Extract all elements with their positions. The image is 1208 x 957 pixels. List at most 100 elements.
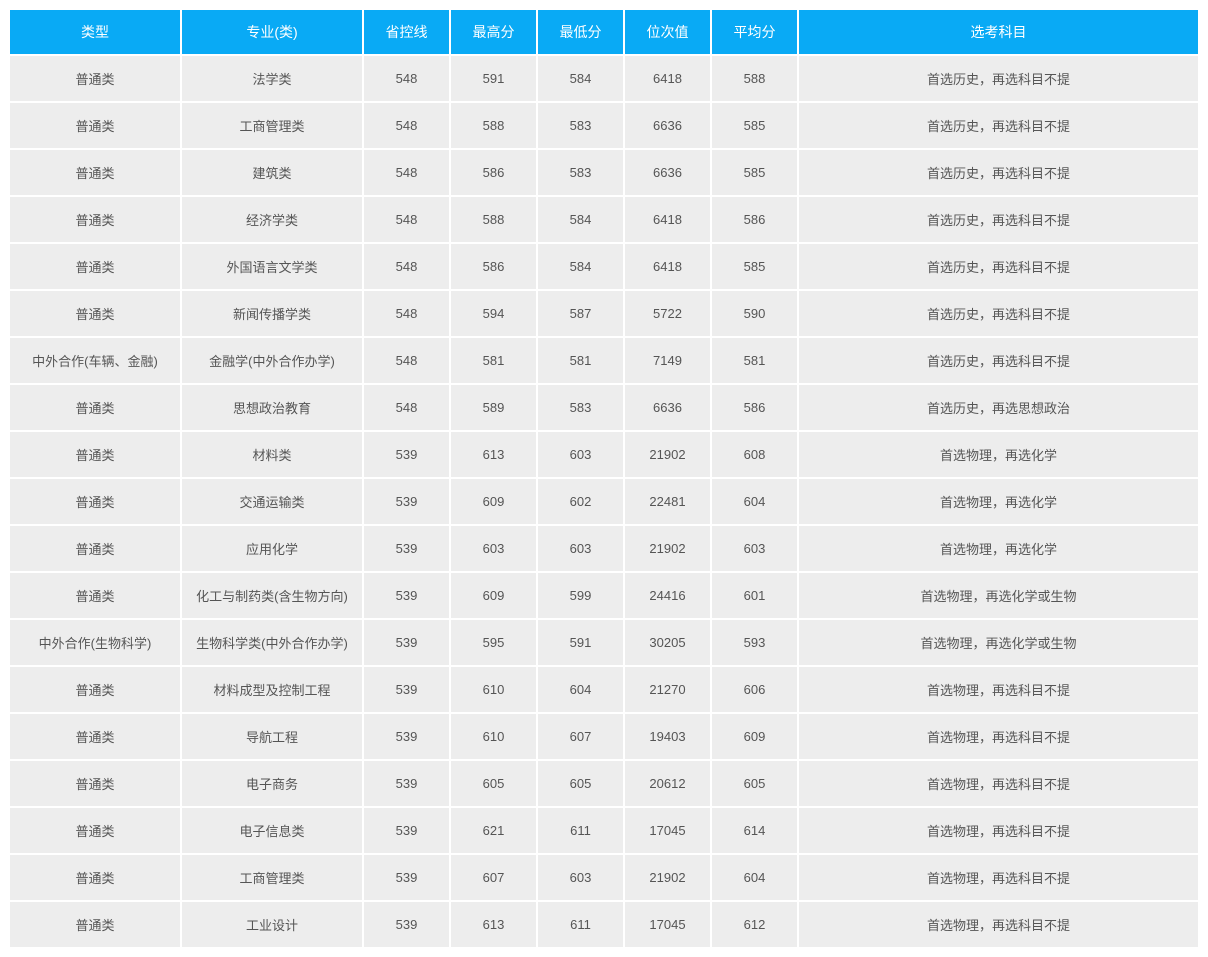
- table-cell: 608: [712, 432, 797, 477]
- table-cell: 590: [712, 291, 797, 336]
- table-cell: 首选历史，再选科目不提: [799, 338, 1198, 383]
- table-cell: 首选物理，再选科目不提: [799, 808, 1198, 853]
- table-cell: 17045: [625, 902, 710, 947]
- table-cell: 6636: [625, 385, 710, 430]
- table-cell: 604: [712, 855, 797, 900]
- table-cell: 588: [712, 56, 797, 101]
- table-cell: 普通类: [10, 244, 180, 289]
- table-cell: 6636: [625, 103, 710, 148]
- table-cell: 539: [364, 667, 449, 712]
- table-cell: 普通类: [10, 761, 180, 806]
- table-cell: 普通类: [10, 855, 180, 900]
- table-cell: 普通类: [10, 667, 180, 712]
- table-cell: 603: [538, 855, 623, 900]
- table-cell: 普通类: [10, 808, 180, 853]
- table-cell: 新闻传播学类: [182, 291, 362, 336]
- table-cell: 585: [712, 150, 797, 195]
- table-row: 普通类建筑类5485865836636585首选历史，再选科目不提: [10, 150, 1198, 195]
- table-cell: 21902: [625, 526, 710, 571]
- table-cell: 548: [364, 244, 449, 289]
- table-cell: 539: [364, 761, 449, 806]
- table-cell: 21902: [625, 432, 710, 477]
- table-body: 普通类法学类5485915846418588首选历史，再选科目不提普通类工商管理…: [10, 56, 1198, 947]
- table-cell: 普通类: [10, 150, 180, 195]
- table-cell: 581: [712, 338, 797, 383]
- table-cell: 548: [364, 150, 449, 195]
- table-cell: 603: [451, 526, 536, 571]
- table-cell: 首选物理，再选科目不提: [799, 902, 1198, 947]
- table-cell: 539: [364, 902, 449, 947]
- table-cell: 首选物理，再选科目不提: [799, 761, 1198, 806]
- table-cell: 5722: [625, 291, 710, 336]
- table-cell: 24416: [625, 573, 710, 618]
- table-cell: 中外合作(车辆、金融): [10, 338, 180, 383]
- table-row: 普通类电子商务53960560520612605首选物理，再选科目不提: [10, 761, 1198, 806]
- table-row: 普通类工商管理类5485885836636585首选历史，再选科目不提: [10, 103, 1198, 148]
- table-cell: 614: [712, 808, 797, 853]
- table-cell: 539: [364, 808, 449, 853]
- table-cell: 584: [538, 197, 623, 242]
- table-cell: 539: [364, 573, 449, 618]
- table-cell: 普通类: [10, 526, 180, 571]
- table-cell: 6418: [625, 197, 710, 242]
- table-row: 普通类工商管理类53960760321902604首选物理，再选科目不提: [10, 855, 1198, 900]
- table-cell: 经济学类: [182, 197, 362, 242]
- table-cell: 首选物理，再选科目不提: [799, 855, 1198, 900]
- table-cell: 工商管理类: [182, 103, 362, 148]
- table-cell: 581: [451, 338, 536, 383]
- table-cell: 30205: [625, 620, 710, 665]
- table-cell: 603: [712, 526, 797, 571]
- table-cell: 首选历史，再选科目不提: [799, 291, 1198, 336]
- table-row: 中外合作(生物科学)生物科学类(中外合作办学)53959559130205593…: [10, 620, 1198, 665]
- table-cell: 19403: [625, 714, 710, 759]
- table-cell: 585: [712, 244, 797, 289]
- table-cell: 建筑类: [182, 150, 362, 195]
- table-cell: 539: [364, 479, 449, 524]
- table-cell: 583: [538, 103, 623, 148]
- table-cell: 首选历史，再选科目不提: [799, 56, 1198, 101]
- table-cell: 548: [364, 56, 449, 101]
- table-cell: 586: [712, 197, 797, 242]
- table-cell: 首选物理，再选化学或生物: [799, 620, 1198, 665]
- table-cell: 593: [712, 620, 797, 665]
- table-cell: 604: [712, 479, 797, 524]
- table-cell: 22481: [625, 479, 710, 524]
- table-cell: 7149: [625, 338, 710, 383]
- table-cell: 首选物理，再选化学: [799, 479, 1198, 524]
- table-cell: 6418: [625, 56, 710, 101]
- table-cell: 583: [538, 385, 623, 430]
- table-cell: 材料成型及控制工程: [182, 667, 362, 712]
- table-cell: 548: [364, 385, 449, 430]
- table-row: 普通类经济学类5485885846418586首选历史，再选科目不提: [10, 197, 1198, 242]
- table-cell: 539: [364, 526, 449, 571]
- table-cell: 539: [364, 620, 449, 665]
- table-cell: 普通类: [10, 56, 180, 101]
- col-header-major: 专业(类): [182, 10, 362, 54]
- table-cell: 金融学(中外合作办学): [182, 338, 362, 383]
- col-header-type: 类型: [10, 10, 180, 54]
- table-cell: 605: [451, 761, 536, 806]
- table-cell: 613: [451, 902, 536, 947]
- table-cell: 生物科学类(中外合作办学): [182, 620, 362, 665]
- table-row: 普通类外国语言文学类5485865846418585首选历史，再选科目不提: [10, 244, 1198, 289]
- table-cell: 604: [538, 667, 623, 712]
- table-cell: 导航工程: [182, 714, 362, 759]
- table-cell: 601: [712, 573, 797, 618]
- col-header-subject: 选考科目: [799, 10, 1198, 54]
- table-cell: 610: [451, 714, 536, 759]
- table-cell: 581: [538, 338, 623, 383]
- table-cell: 17045: [625, 808, 710, 853]
- table-row: 普通类应用化学53960360321902603首选物理，再选化学: [10, 526, 1198, 571]
- table-cell: 6636: [625, 150, 710, 195]
- table-row: 普通类思想政治教育5485895836636586首选历史，再选思想政治: [10, 385, 1198, 430]
- table-cell: 603: [538, 432, 623, 477]
- col-header-cutoff: 省控线: [364, 10, 449, 54]
- table-cell: 21270: [625, 667, 710, 712]
- table-cell: 595: [451, 620, 536, 665]
- table-cell: 599: [538, 573, 623, 618]
- table-cell: 电子商务: [182, 761, 362, 806]
- table-cell: 普通类: [10, 479, 180, 524]
- table-cell: 591: [451, 56, 536, 101]
- table-cell: 583: [538, 150, 623, 195]
- table-cell: 化工与制药类(含生物方向): [182, 573, 362, 618]
